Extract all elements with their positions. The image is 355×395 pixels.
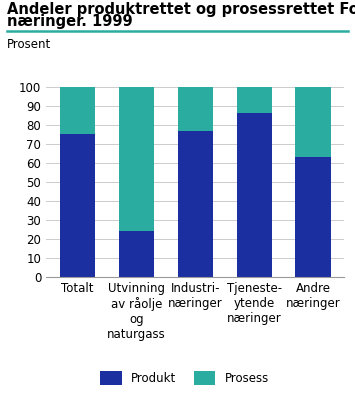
Bar: [178, 130, 213, 276]
Bar: [295, 157, 331, 276]
Text: Prosent: Prosent: [7, 38, 51, 51]
Bar: [236, 113, 272, 276]
Bar: [119, 87, 154, 231]
Bar: [60, 87, 95, 134]
Bar: [119, 231, 154, 276]
Bar: [295, 87, 331, 157]
Bar: [178, 87, 213, 130]
Legend: Produkt, Prosess: Produkt, Prosess: [100, 371, 269, 385]
Bar: [60, 134, 95, 276]
Text: næringer. 1999: næringer. 1999: [7, 14, 133, 29]
Text: Andeler produktrettet og prosessrettet FoU i utvalgte: Andeler produktrettet og prosessrettet F…: [7, 2, 355, 17]
Bar: [236, 87, 272, 113]
